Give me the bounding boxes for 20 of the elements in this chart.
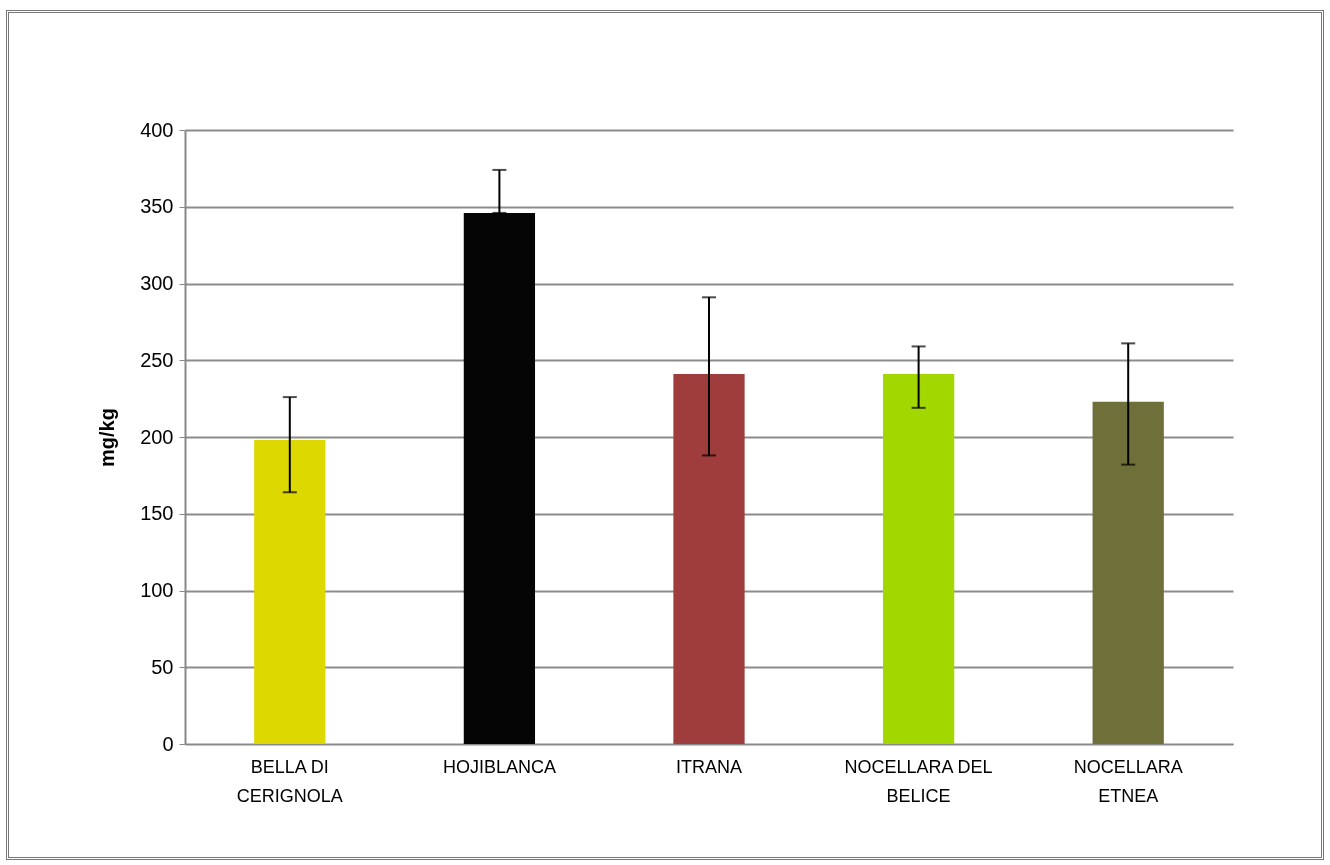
x-tick-label: BELLA DI CERIGNOLA <box>236 756 343 806</box>
bar <box>882 374 955 744</box>
y-tick-label: 0 <box>162 732 174 755</box>
y-tick-label: 350 <box>140 195 174 218</box>
y-tick-label: 150 <box>140 502 174 525</box>
y-tick-label: 200 <box>140 425 174 448</box>
y-axis-title: mg/kg <box>96 408 119 467</box>
x-tick-label: NOCELLARA ETNEA <box>1073 756 1183 806</box>
x-tick-label: ITRANA <box>675 756 743 777</box>
bar <box>1092 401 1164 744</box>
x-tick-label: NOCELLARA DEL BELICE <box>844 756 993 806</box>
y-tick-label: 250 <box>140 348 174 371</box>
bar <box>254 440 326 744</box>
y-tick-label: 400 <box>140 118 174 141</box>
y-tick-label: 300 <box>140 272 174 294</box>
x-tick-label: HOJIBLANCA <box>442 756 556 777</box>
bar <box>463 212 536 744</box>
bar <box>673 374 745 744</box>
y-tick-label: 50 <box>151 655 174 678</box>
y-tick-label: 100 <box>140 579 174 601</box>
